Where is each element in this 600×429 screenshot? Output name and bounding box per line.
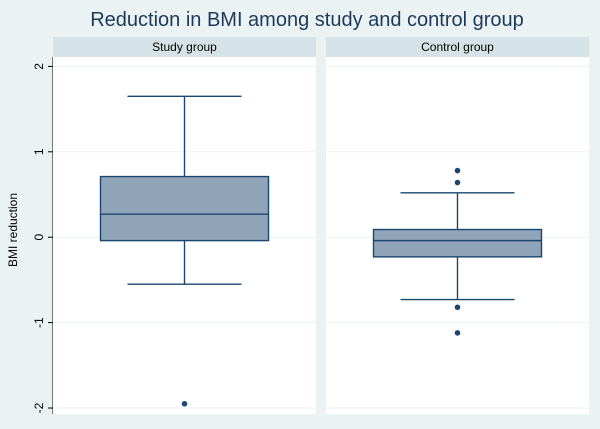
y-tick-label: -2 (32, 402, 46, 413)
y-tick-label: 2 (32, 63, 46, 70)
y-tick-label: -1 (32, 317, 46, 328)
chart-title: Reduction in BMI among study and control… (90, 9, 524, 31)
y-axis-title: BMI reduction (6, 193, 20, 267)
outlier-point (454, 304, 461, 311)
outlier-point (454, 167, 461, 174)
panel-label-study-group: Study group (152, 40, 217, 54)
y-tick-label: 0 (32, 234, 46, 241)
iqr-box (372, 228, 543, 258)
panel-label-control-group: Control group (421, 40, 494, 54)
strip-control-group (326, 37, 589, 57)
y-axis: 2 1 0 -1 -2 (32, 57, 54, 414)
outlier-point (454, 179, 461, 186)
iqr-box (99, 175, 270, 242)
outlier-point (181, 400, 188, 407)
outlier-point (454, 330, 461, 336)
y-tick-label: 1 (32, 148, 46, 155)
strip-study-group (53, 37, 316, 57)
facet-panels: Study group Control group (53, 37, 589, 414)
